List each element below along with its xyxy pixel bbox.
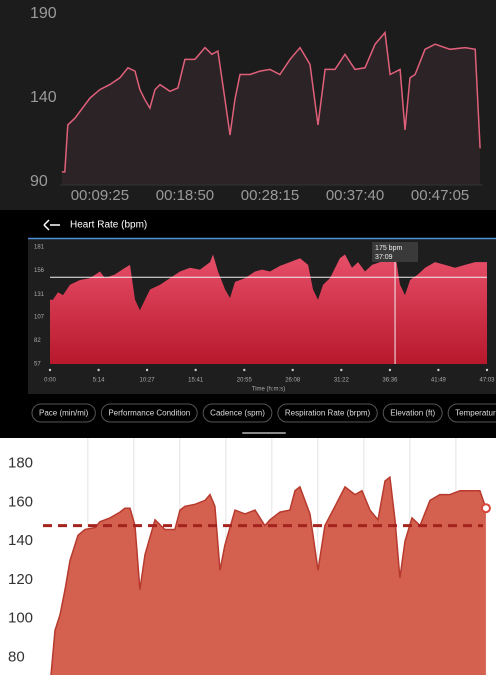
x-tick-label: 00:28:15 [241, 187, 299, 204]
tick-mark [437, 368, 440, 372]
button-outline [100, 403, 198, 423]
filter-button[interactable]: Respiration Rate (brpm) [277, 403, 378, 423]
x-tick-label: 47:03 [479, 378, 495, 384]
filter-button[interactable]: Temperature [447, 403, 496, 423]
x-tick-label: 15:41 [188, 378, 204, 384]
tick-mark [485, 368, 489, 372]
button-outline [447, 403, 496, 423]
y-tick-label: 120 [8, 571, 33, 588]
tooltip-time: 37:09 [375, 254, 393, 261]
tick-mark [145, 368, 149, 372]
x-tick-label: 00:09:25 [71, 187, 129, 204]
y-tick-label: 140 [8, 532, 33, 549]
x-tick-label: 00:37:40 [326, 187, 384, 204]
y-tick-label: 57 [34, 362, 41, 368]
handle [242, 432, 286, 434]
tooltip [372, 242, 419, 262]
filter-button[interactable]: Pace (min/mi) [31, 403, 96, 423]
y-tick-label: 156 [34, 268, 45, 274]
filter-button[interactable]: Cadence (spm) [202, 403, 273, 423]
y-tick-label: 180 [8, 455, 33, 472]
x-tick-label: 0:00 [44, 378, 56, 384]
area [50, 252, 487, 364]
back-arrow[interactable] [43, 219, 60, 231]
y-tick-label: 160 [8, 493, 33, 510]
button-label: Pace (min/mi) [39, 409, 89, 418]
x-axis-label: Time (h:m:s) [252, 387, 285, 393]
filter-button[interactable]: Performance Condition [100, 403, 198, 423]
tick-mark [194, 368, 197, 372]
line [50, 475, 487, 675]
y-tick-label: 100 [8, 610, 33, 627]
x-tick-label: 00:18:50 [156, 187, 214, 204]
y-tick-label: 80 [8, 649, 25, 666]
filter-bar: Pace (min/mi) Performance Condition Cadenc… [31, 403, 496, 423]
filter-button[interactable]: Elevation (ft) [382, 403, 443, 423]
button-outline [31, 403, 96, 423]
y-tick-label: 190 [30, 5, 57, 22]
y-tick-label: 140 [30, 89, 57, 106]
y-tick-label: 181 [34, 245, 45, 251]
x-tick-label: 31:22 [334, 378, 350, 384]
x-tick-label: 00:47:05 [411, 187, 469, 204]
tick-mark [291, 368, 294, 372]
tick-mark [340, 368, 343, 372]
y-tick-label: 131 [34, 292, 45, 298]
button-label: Performance Condition [108, 409, 190, 418]
x-tick-label: 20:55 [237, 378, 253, 384]
x-tick-label: 5:14 [93, 378, 105, 384]
x-tick-label: 10:27 [140, 378, 156, 384]
tick-mark [243, 368, 246, 372]
tick-mark [388, 368, 392, 372]
y-tick-label: 90 [30, 173, 48, 190]
button-label: Temperature [455, 409, 496, 418]
y-tick-label: 82 [34, 338, 41, 344]
tick-mark [97, 368, 100, 372]
end-marker [480, 503, 491, 514]
button-outline [382, 403, 443, 423]
button-outline [202, 403, 273, 423]
button-label: Cadence (spm) [210, 409, 265, 418]
tick-mark [48, 368, 52, 372]
line [61, 30, 481, 173]
button-outline [277, 403, 378, 423]
x-tick-label: 36:36 [382, 378, 398, 384]
y-tick-label: 107 [34, 314, 45, 320]
x-tick-label: 41:49 [431, 378, 447, 384]
area-fill [61, 32, 481, 185]
chart-title: Heart Rate (bpm) [70, 220, 147, 231]
button-label: Elevation (ft) [390, 409, 435, 418]
x-tick-label: 26:08 [285, 378, 301, 384]
tooltip-value: 175 bpm [375, 245, 402, 252]
button-label: Respiration Rate (brpm) [285, 409, 371, 418]
